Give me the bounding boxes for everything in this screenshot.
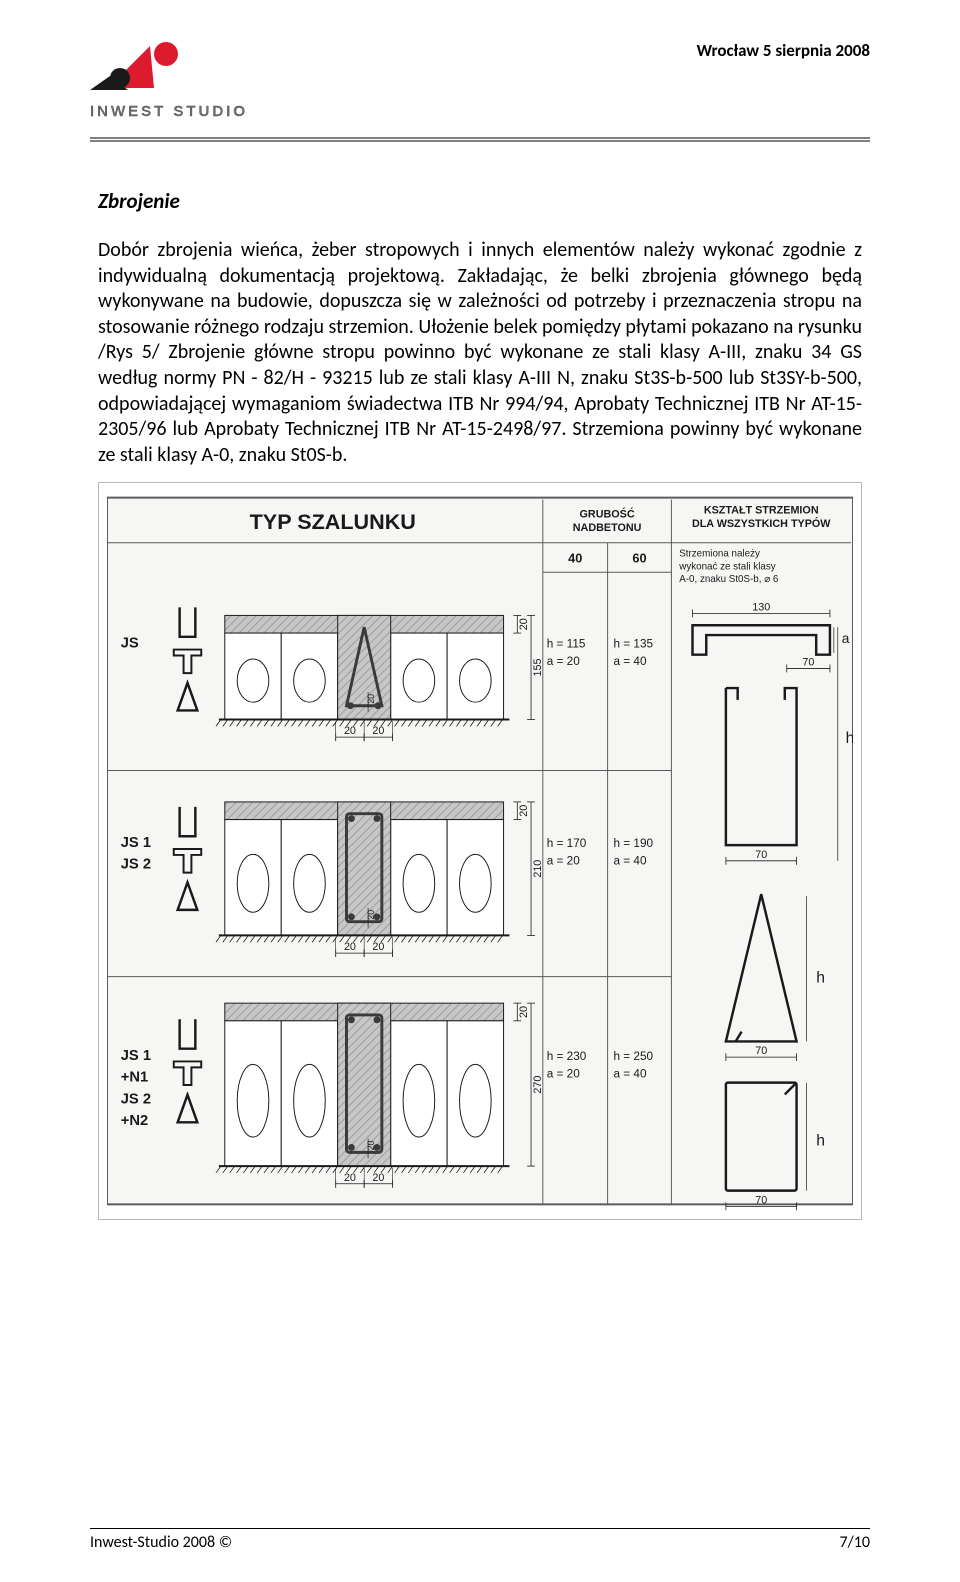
svg-text:a: a: [842, 631, 850, 646]
svg-text:wykonać ze stali klasy: wykonać ze stali klasy: [678, 562, 775, 573]
svg-text:INWEST STUDIO: INWEST STUDIO: [90, 103, 248, 120]
svg-text:a = 20: a = 20: [547, 855, 580, 868]
svg-text:70: 70: [755, 1195, 767, 1207]
svg-text:JS 2: JS 2: [121, 1092, 151, 1108]
svg-text:h = 115: h = 115: [547, 638, 586, 651]
svg-text:JS: JS: [121, 636, 139, 652]
svg-text:h = 250: h = 250: [613, 1050, 653, 1063]
svg-text:20: 20: [372, 941, 384, 953]
svg-text:JS 2: JS 2: [121, 857, 151, 873]
svg-text:20: 20: [518, 619, 530, 631]
body-paragraph: Dobór zbrojenia wieńca, żeber stropowych…: [98, 238, 862, 468]
footer-right: 7/10: [839, 1533, 870, 1552]
svg-text:40: 40: [568, 551, 582, 566]
svg-text:h = 230: h = 230: [547, 1050, 587, 1063]
svg-text:20: 20: [366, 694, 376, 704]
svg-text:a = 40: a = 40: [613, 1068, 646, 1081]
svg-text:h: h: [846, 730, 853, 747]
svg-text:h: h: [816, 1133, 825, 1150]
svg-text:70: 70: [755, 849, 767, 861]
svg-text:a = 40: a = 40: [613, 855, 646, 868]
header-rule: [90, 129, 870, 148]
svg-text:20: 20: [344, 1172, 356, 1184]
svg-text:20: 20: [344, 726, 356, 738]
brand-text: INWEST STUDIO INWEST STUDIO: [90, 102, 870, 125]
logo: [90, 40, 210, 96]
svg-text:JS 1: JS 1: [121, 835, 151, 851]
svg-text:a = 40: a = 40: [613, 655, 646, 668]
svg-text:GRUBOŚĆ: GRUBOŚĆ: [580, 508, 635, 521]
svg-text:Strzemiona należy: Strzemiona należy: [679, 549, 760, 560]
svg-text:155: 155: [532, 659, 544, 677]
svg-text:70: 70: [755, 1046, 767, 1058]
svg-text:KSZTAŁT STRZEMION: KSZTAŁT STRZEMION: [704, 505, 819, 517]
svg-text:+N1: +N1: [121, 1070, 148, 1086]
svg-text:20: 20: [518, 805, 530, 817]
section-title: Zbrojenie: [98, 188, 862, 214]
svg-text:JS 1: JS 1: [121, 1048, 151, 1064]
svg-text:20: 20: [344, 941, 356, 953]
svg-text:h = 170: h = 170: [547, 837, 587, 850]
svg-text:70: 70: [802, 657, 814, 669]
svg-text:a = 20: a = 20: [547, 1068, 580, 1081]
technical-diagram: TYP SZALUNKU GRUBOŚĆNADBETONU 40 60 KSZTAŁT …: [98, 482, 862, 1220]
svg-text:h = 190: h = 190: [613, 837, 653, 850]
svg-text:NADBETONU: NADBETONU: [573, 522, 642, 534]
svg-text:130: 130: [752, 602, 770, 614]
svg-text:270: 270: [532, 1076, 544, 1094]
svg-text:60: 60: [632, 551, 646, 566]
svg-text:20: 20: [372, 1172, 384, 1184]
svg-text:A-0, znaku St0S-b, ⌀ 6: A-0, znaku St0S-b, ⌀ 6: [679, 574, 779, 585]
svg-text:20: 20: [366, 910, 376, 920]
svg-text:+N2: +N2: [121, 1113, 148, 1129]
svg-text:20: 20: [518, 1006, 530, 1018]
svg-text:210: 210: [532, 860, 544, 878]
svg-text:h = 135: h = 135: [613, 638, 653, 651]
header-date: Wrocław 5 sierpnia 2008: [697, 40, 870, 61]
svg-text:20: 20: [366, 1141, 376, 1151]
footer-left: Inwest-Studio 2008 ©: [90, 1533, 232, 1552]
svg-text:TYP SZALUNKU: TYP SZALUNKU: [250, 509, 416, 534]
svg-text:DLA WSZYSTKICH TYPÓW: DLA WSZYSTKICH TYPÓW: [692, 517, 831, 530]
svg-text:20: 20: [372, 726, 384, 738]
svg-text:a = 20: a = 20: [547, 655, 580, 668]
svg-text:h: h: [816, 970, 825, 987]
